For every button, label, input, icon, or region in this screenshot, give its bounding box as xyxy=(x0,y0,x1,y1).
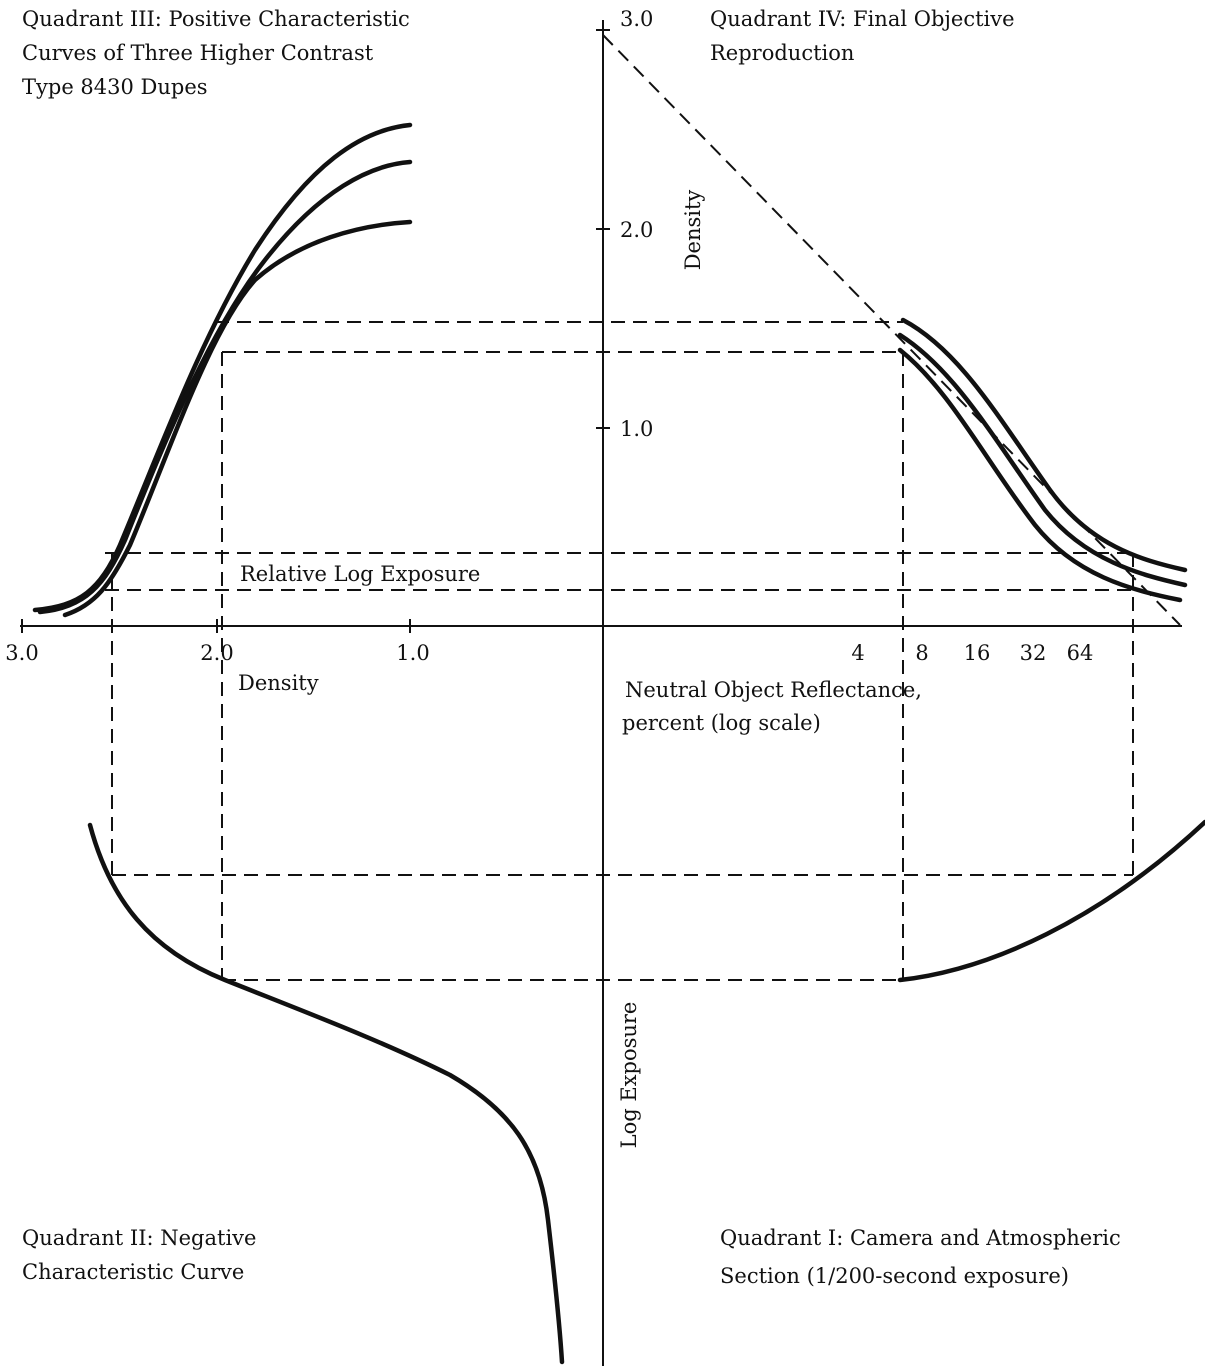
axis-label: Relative Log Exposure xyxy=(240,562,480,586)
quadrant-label: Quadrant II: Negative xyxy=(22,1226,256,1250)
quadrant-label: Reproduction xyxy=(710,41,854,65)
tick-label: 64 xyxy=(1067,641,1094,665)
quadrant-label: Section (1/200-second exposure) xyxy=(720,1264,1069,1288)
quadrant-label: Type 8430 Dupes xyxy=(22,75,208,99)
axis-label: Density xyxy=(238,671,319,695)
tick-label: 3.0 xyxy=(5,641,38,665)
quadrant-label: Quadrant III: Positive Characteristic xyxy=(22,7,410,31)
curves xyxy=(32,122,1205,1365)
axis-label: Neutral Object Reflectance, xyxy=(625,678,922,702)
axis-label: percent (log scale) xyxy=(622,711,821,735)
axis-label: Density xyxy=(681,190,705,271)
construction-lines xyxy=(105,34,1181,981)
axis-label: Log Exposure xyxy=(617,1002,641,1149)
quadrant-label: Quadrant IV: Final Objective xyxy=(710,7,1015,31)
quadrant-label: Curves of Three Higher Contrast xyxy=(22,41,374,65)
tick-label: 1.0 xyxy=(620,417,653,441)
tick-label: 2.0 xyxy=(200,641,233,665)
tick-label: 2.0 xyxy=(620,218,653,242)
tick-label: 4 xyxy=(851,641,864,665)
tick-label: 3.0 xyxy=(620,7,653,31)
tick-label: 1.0 xyxy=(396,641,429,665)
tick-label: 16 xyxy=(964,641,991,665)
tick-label: 32 xyxy=(1020,641,1047,665)
quadrant-label: Characteristic Curve xyxy=(22,1260,244,1284)
quadrant-label: Quadrant I: Camera and Atmospheric xyxy=(720,1226,1121,1250)
tick-label: 8 xyxy=(915,641,928,665)
tick-marks xyxy=(21,29,610,633)
